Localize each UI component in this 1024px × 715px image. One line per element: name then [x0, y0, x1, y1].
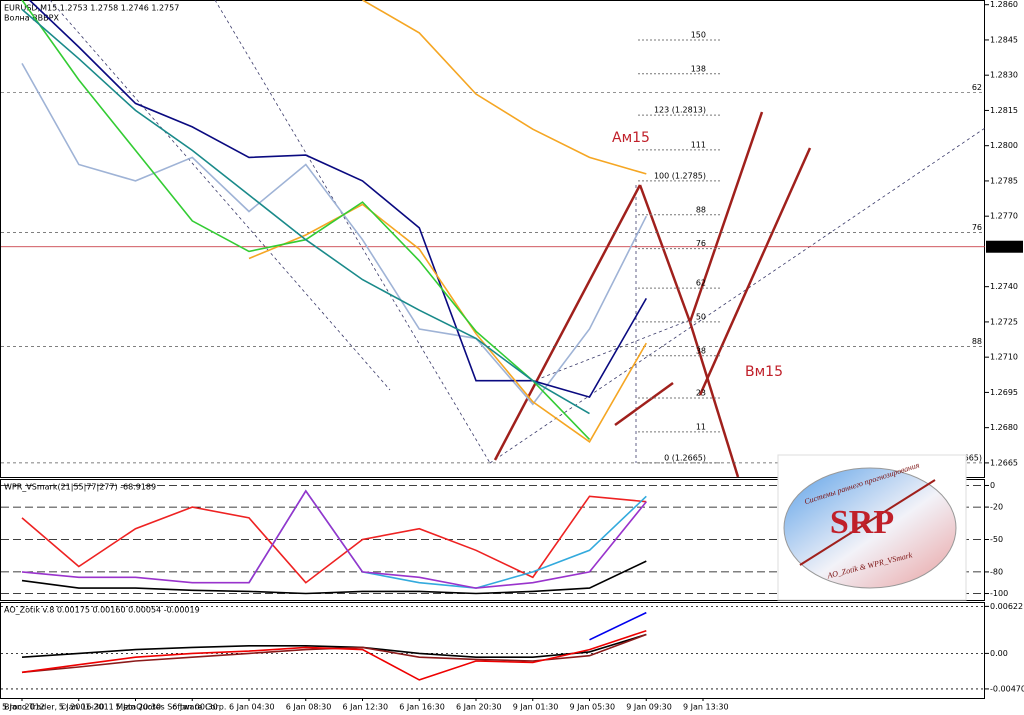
- fib-label: 88: [972, 337, 982, 346]
- y-tick-label: 1.2830: [990, 71, 1018, 80]
- y-tick-label: 1.2845: [990, 35, 1018, 44]
- panel-title: EURUSD,M15 1.2753 1.2758 1.2746 1.2757: [4, 4, 179, 13]
- y-tick-label: -0.00470: [990, 684, 1024, 693]
- annotation: Ам15: [612, 130, 650, 146]
- y-tick-label: 1.2800: [990, 141, 1018, 150]
- y-tick-label: 1.2770: [990, 212, 1018, 221]
- x-tick-label: 6 Jan 16:30: [399, 703, 445, 712]
- series-line: [21, 8, 590, 415]
- logo-title: SRP: [830, 504, 894, 541]
- footer: Broco Trader, © 2001-2011 MetaQuotes Sof…: [4, 703, 226, 712]
- y-tick-label: 1.2860: [990, 0, 1018, 9]
- series-line: [589, 611, 647, 641]
- fib-label: 50: [696, 312, 706, 321]
- y-tick-label: 1.2680: [990, 423, 1018, 432]
- y-tick-label: 0.00: [990, 649, 1008, 658]
- series-line: [21, 560, 647, 595]
- x-tick-label: 6 Jan 04:30: [229, 703, 275, 712]
- srp-logo: SRP Системы раннего прогнозирования AO_Z…: [777, 454, 967, 601]
- y-tick-label: 1.2785: [990, 176, 1018, 185]
- annotation: Вм15: [745, 364, 783, 380]
- y-tick-label: -100: [990, 589, 1008, 598]
- series-line: [362, 0, 647, 175]
- fib-label: 100 (1.2785): [654, 171, 706, 180]
- fib-label: 88: [696, 205, 706, 214]
- x-tick-label: 6 Jan 12:30: [343, 703, 389, 712]
- x-tick-label: 5 Jan 20:30: [116, 703, 162, 712]
- x-tick-label: 9 Jan 05:30: [570, 703, 616, 712]
- y-tick-label: 1.2740: [990, 282, 1018, 291]
- x-tick-label: 5 Jan 2012: [2, 703, 45, 712]
- series-line: [28, 0, 647, 399]
- y-tick-label: -50: [990, 535, 1003, 544]
- fib-label: 38: [696, 346, 706, 355]
- y-tick-label: 1.2665: [990, 458, 1018, 467]
- current-price-box: [986, 240, 1023, 253]
- y-tick-label: 1.2815: [990, 106, 1018, 115]
- fib-label: 62: [972, 83, 982, 92]
- fib-label: 138: [691, 64, 706, 73]
- fib-label: 62: [696, 279, 706, 288]
- fib-label: 76: [696, 239, 706, 248]
- y-tick-label: 1.2695: [990, 388, 1018, 397]
- trendlines: [49, 0, 986, 478]
- x-tick-label: 6 Jan 20:30: [456, 703, 502, 712]
- y-tick-label: 1.2725: [990, 317, 1018, 326]
- y-tick-label: 0.00622: [990, 602, 1023, 611]
- series-line: [21, 63, 648, 406]
- fib-label: 123 (1.2813): [654, 106, 706, 115]
- x-tick-label: 9 Jan 01:30: [513, 703, 559, 712]
- x-tick-label: 6 Jan 00:30: [172, 703, 218, 712]
- y-tick-label: -20: [990, 503, 1003, 512]
- x-tick-label: 5 Jan 16:30: [59, 703, 105, 712]
- series-line: [21, 633, 647, 658]
- series-line: [21, 629, 647, 681]
- panel-title: WPR_VSmark(21|55|77|277) -68.9189: [4, 483, 156, 492]
- fib-label: 111: [691, 140, 706, 149]
- y-tick-label: 0: [990, 481, 995, 490]
- series-line: [21, 495, 647, 584]
- panel-title: AO_Zotik v.8 0.00175 0.00160 0.00054 -0.…: [4, 606, 200, 615]
- panel-frames: [0, 0, 985, 699]
- y-tick-label: -80: [990, 567, 1003, 576]
- current-price-label: 1.2757: [990, 242, 1018, 251]
- fib-label: 11: [696, 422, 706, 431]
- fib-label: 23: [696, 389, 706, 398]
- series-line: [248, 203, 647, 443]
- series-line: [21, 489, 647, 589]
- x-tick-label: 9 Jan 13:30: [683, 703, 729, 712]
- fib-label: 150: [691, 30, 706, 39]
- fib-label: 0 (1.2665): [664, 453, 706, 462]
- fib-label: 76: [972, 223, 982, 232]
- x-tick-label: 6 Jan 08:30: [286, 703, 332, 712]
- y-tick-label: 1.2710: [990, 353, 1018, 362]
- x-tick-label: 9 Jan 09:30: [626, 703, 672, 712]
